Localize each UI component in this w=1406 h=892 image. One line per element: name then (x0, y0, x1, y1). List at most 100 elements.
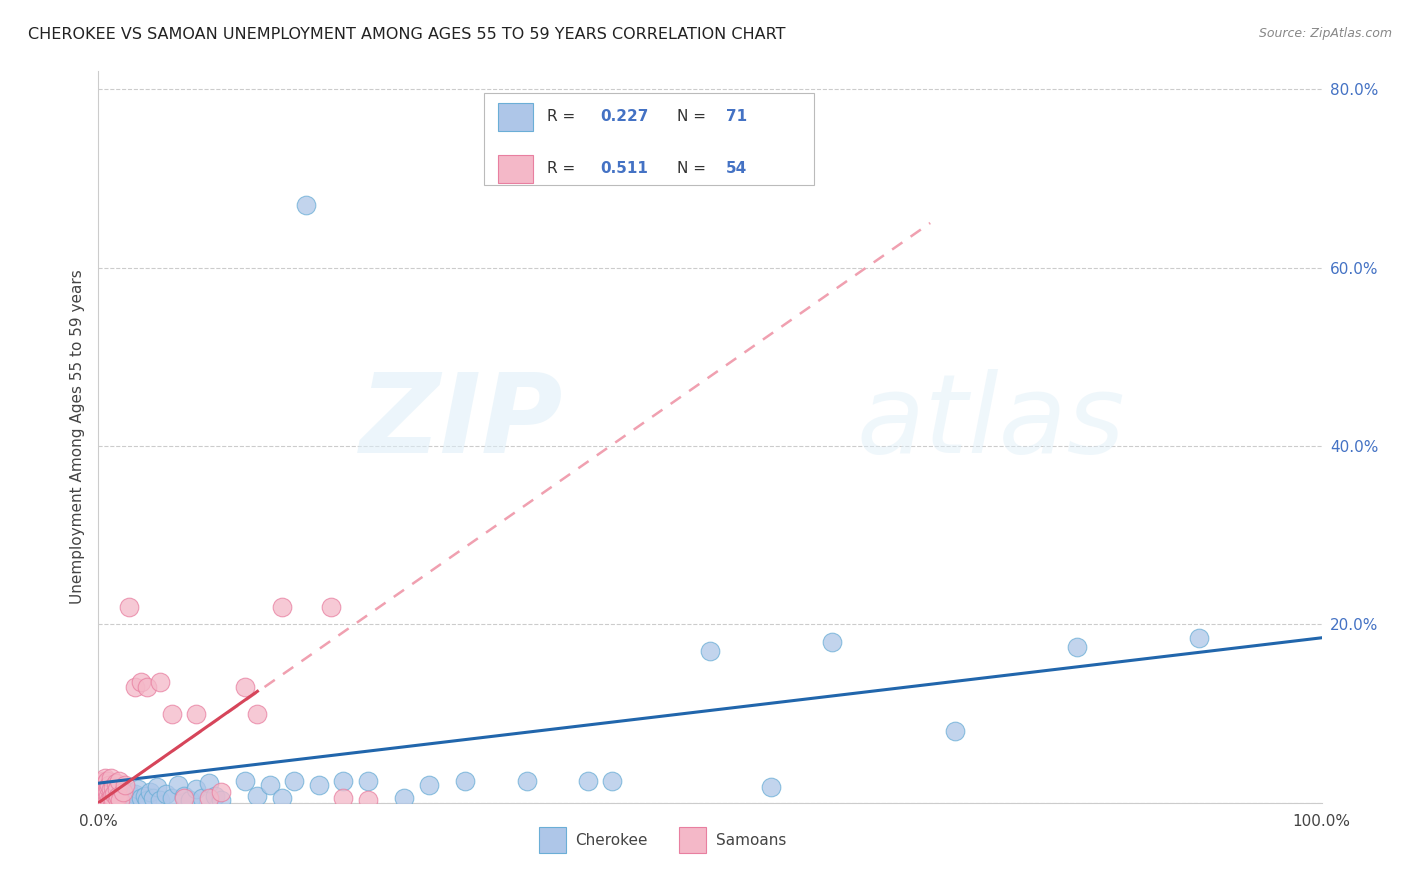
Point (259, 778, 281, 792)
Point (699, 644, 721, 658)
Point (139, 785, 162, 799)
Point (124, 680, 146, 694)
Point (98, 793, 121, 807)
Point (101, 789, 124, 803)
Point (129, 791, 152, 805)
Point (134, 789, 156, 803)
Point (103, 793, 125, 807)
Point (173, 789, 195, 803)
Point (90, 791, 112, 805)
Point (108, 793, 131, 807)
Point (93, 791, 115, 805)
Point (94, 776, 117, 790)
Point (93, 782, 115, 797)
Point (91, 791, 114, 805)
Point (233, 680, 256, 694)
Point (146, 780, 169, 794)
Point (105, 780, 128, 794)
Point (209, 793, 232, 807)
Point (91, 778, 114, 792)
Text: Source: ZipAtlas.com: Source: ZipAtlas.com (1258, 27, 1392, 40)
Point (142, 791, 165, 805)
Bar (679, 827, 706, 853)
Point (96, 789, 118, 803)
Text: R =: R = (547, 161, 585, 176)
Point (96, 793, 118, 807)
Point (454, 773, 477, 788)
Point (319, 599, 342, 614)
Point (110, 793, 132, 807)
FancyBboxPatch shape (484, 94, 814, 185)
Point (115, 793, 138, 807)
Point (576, 773, 599, 788)
Point (105, 791, 128, 805)
Point (90, 794, 112, 808)
Point (120, 789, 142, 803)
Text: 0.227: 0.227 (600, 109, 648, 124)
Point (96, 780, 118, 794)
Point (101, 792, 124, 806)
Bar (538, 827, 565, 853)
Point (118, 599, 141, 614)
Point (332, 791, 354, 805)
Text: R =: R = (547, 109, 581, 124)
Point (136, 680, 159, 694)
Bar (498, 103, 533, 130)
Point (111, 785, 134, 799)
Point (246, 706, 269, 721)
Text: N =: N = (678, 109, 711, 124)
Point (100, 771, 122, 785)
Point (97, 791, 120, 805)
Text: ZIP: ZIP (360, 369, 564, 476)
Point (104, 785, 127, 799)
Point (270, 599, 294, 614)
Point (943, 724, 966, 739)
Point (98, 793, 121, 807)
Point (233, 773, 256, 788)
Y-axis label: Unemployment Among Ages 55 to 59 years: Unemployment Among Ages 55 to 59 years (69, 269, 84, 605)
Point (761, 780, 783, 794)
Point (91, 793, 114, 807)
Point (114, 789, 136, 804)
Point (98, 778, 121, 792)
Point (124, 793, 146, 807)
Point (118, 791, 141, 805)
Point (91, 789, 114, 803)
Point (136, 793, 159, 807)
Point (104, 776, 127, 790)
Point (356, 793, 378, 807)
Point (91, 782, 114, 797)
Point (209, 785, 232, 799)
Point (91, 793, 114, 807)
Point (100, 778, 122, 792)
Point (97, 780, 120, 794)
Point (197, 791, 219, 805)
Point (93, 789, 115, 803)
Point (167, 778, 190, 792)
Point (118, 785, 141, 799)
Point (101, 789, 124, 804)
Text: Cherokee: Cherokee (575, 832, 648, 847)
Point (105, 791, 128, 805)
Point (127, 782, 149, 797)
Point (90, 787, 112, 801)
Point (96, 773, 118, 788)
Point (108, 773, 131, 788)
Point (107, 789, 129, 803)
Point (94, 791, 117, 805)
Point (1188, 631, 1211, 645)
Bar (498, 154, 533, 183)
Point (155, 787, 177, 801)
Point (600, 773, 623, 788)
Point (101, 780, 124, 794)
Text: CHEROKEE VS SAMOAN UNEMPLOYMENT AMONG AGES 55 TO 59 YEARS CORRELATION CHART: CHEROKEE VS SAMOAN UNEMPLOYMENT AMONG AG… (28, 27, 786, 42)
Point (89, 791, 111, 805)
Point (356, 773, 378, 788)
Point (103, 787, 125, 801)
Point (392, 791, 416, 805)
Point (114, 778, 136, 792)
Point (418, 778, 440, 792)
Point (1066, 640, 1088, 654)
Point (308, 778, 330, 792)
Point (93, 793, 115, 807)
